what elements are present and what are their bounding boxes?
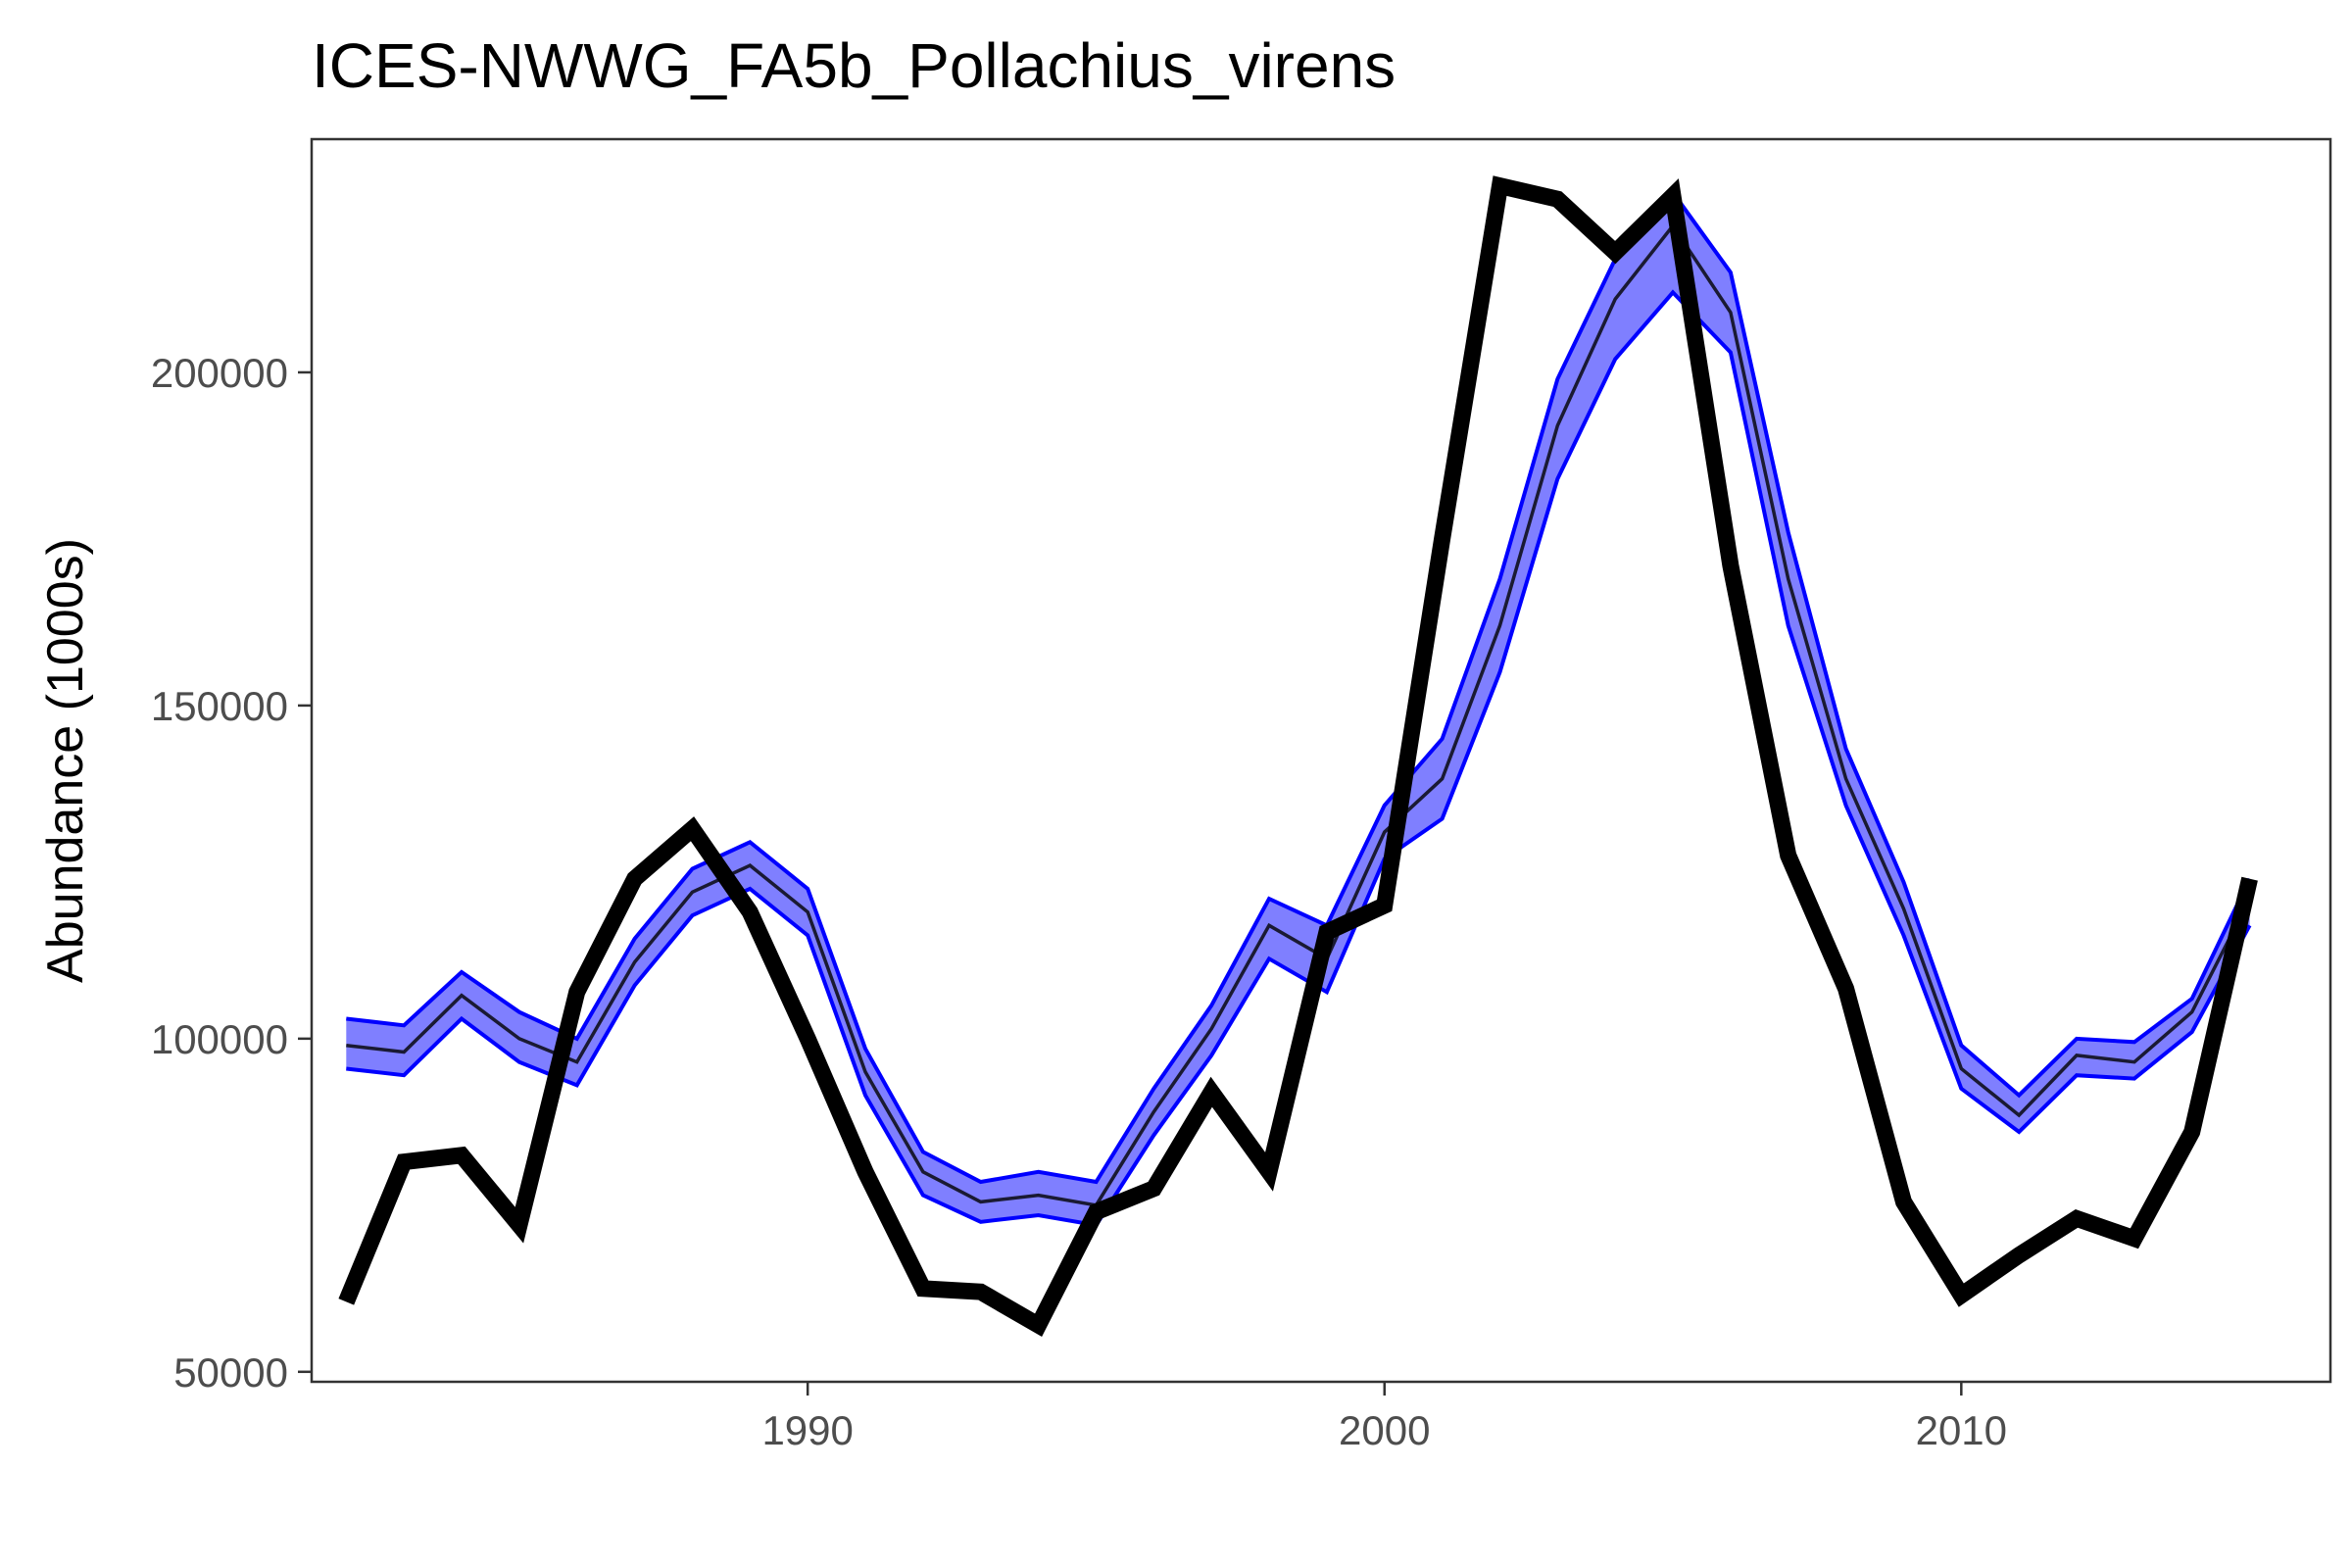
plot-panel-border bbox=[310, 137, 2332, 1384]
observed-series-line bbox=[338, 175, 2258, 1338]
x-tick-label: 1990 bbox=[761, 1407, 853, 1453]
model-estimate-path bbox=[346, 222, 2252, 1207]
x-tick-label: 2010 bbox=[1916, 1407, 2007, 1453]
confidence-band-area bbox=[346, 192, 2250, 1226]
chart-title: ICES-NWWG_FA5b_Pollachius_virens bbox=[312, 30, 1396, 101]
lower-bound-line bbox=[346, 289, 2252, 1228]
x-tick-label: 2000 bbox=[1339, 1407, 1430, 1453]
y-tick-label: 150000 bbox=[151, 683, 288, 729]
y-tick-label: 200000 bbox=[151, 350, 288, 396]
observed-path bbox=[338, 175, 2258, 1338]
axes: 1990 2000 2010 50000 100000 150000 200000 bbox=[151, 350, 2007, 1453]
y-tick-label: 100000 bbox=[151, 1016, 288, 1062]
y-axis-title: Abundance (1000s) bbox=[37, 538, 94, 983]
y-tick-label: 50000 bbox=[173, 1349, 288, 1396]
confidence-band bbox=[346, 189, 2252, 1228]
upper-bound-line bbox=[346, 189, 2252, 1185]
model-estimate-line bbox=[346, 222, 2252, 1207]
